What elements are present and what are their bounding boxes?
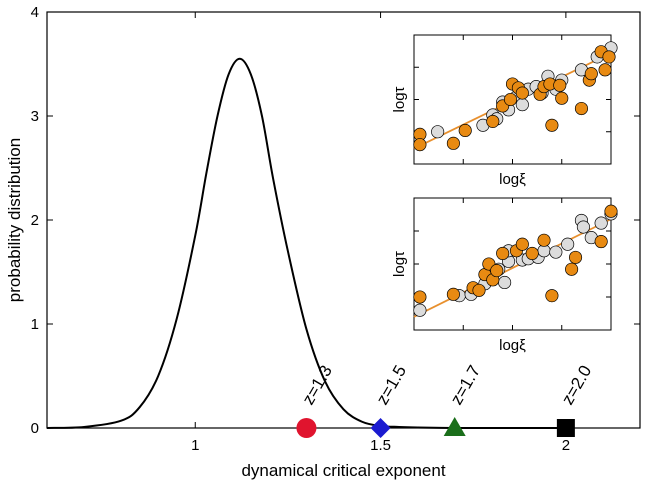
inset-bottom: logξ logτ [391,197,618,354]
orange-point [545,289,559,303]
orange-point [602,50,616,64]
orange-point [515,237,529,251]
gray-point [576,220,590,234]
orange-point [446,136,460,150]
orange-point [496,246,510,260]
orange-point [446,287,460,301]
y-axis-label: probability distribution [5,138,24,302]
gray-point [498,275,512,290]
gray-point [431,125,445,139]
orange-point [503,92,518,107]
gray-point [594,216,608,230]
inset-x-label: logξ [499,337,526,354]
marker-label: z=2.0 [558,362,595,408]
orange-point [537,233,551,247]
orange-point [553,78,567,92]
orange-point [568,250,583,264]
marker-circle [296,418,317,438]
orange-point [584,67,598,81]
orange-point [413,138,427,152]
marker-triangle [443,417,466,436]
orange-point [574,101,588,116]
inset-x-label: logξ [499,171,526,188]
x-axis-label: dynamical critical exponent [241,461,445,480]
orange-point [555,91,569,105]
inset-y-label: logτ [391,86,408,112]
orange-point [598,63,612,77]
distribution-curve-0 [46,57,566,430]
x-tick-label: 1 [191,437,199,454]
orange-point [525,246,539,260]
orange-point [515,86,529,100]
y-tick-label: 3 [31,108,39,125]
marker-square [556,419,575,437]
x-tick-label: 2 [562,437,570,454]
gray-point [561,237,575,251]
orange-point [458,123,472,138]
marker-label: z=1.3 [298,362,335,408]
y-tick-label: 1 [31,316,39,333]
marker-label: z=1.7 [447,362,484,408]
orange-point [413,290,427,304]
y-tick-label: 0 [31,420,39,437]
fit-line [413,218,612,318]
orange-point [490,264,504,278]
gray-point [515,98,529,112]
x-tick-label: 1.5 [370,437,391,454]
orange-point [604,204,618,218]
orange-point [472,283,486,297]
marker-diamond [370,418,391,438]
y-tick-label: 4 [31,4,39,21]
inset-y-label: logτ [391,251,408,277]
orange-point [486,114,500,128]
marker-label: z=1.5 [373,362,410,408]
inset-top: logξ logτ [391,34,618,188]
orange-point [594,235,608,249]
orange-point [565,262,579,276]
orange-point [545,118,559,132]
gray-point [413,303,427,317]
gray-point [549,245,563,259]
y-tick-label: 2 [31,212,39,229]
